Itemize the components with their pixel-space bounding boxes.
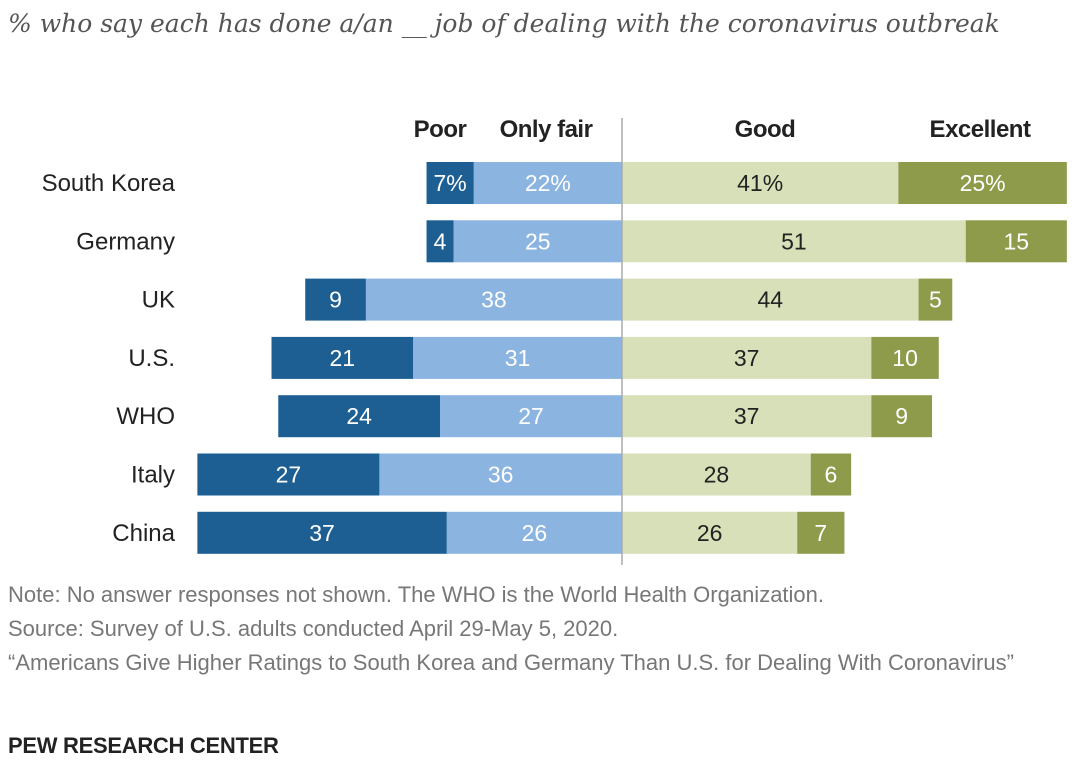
notes: Note: No answer responses not shown. The… [8, 578, 1068, 680]
data-label: 25 [525, 228, 551, 254]
data-label: 21 [329, 345, 355, 371]
data-label: 26 [522, 520, 548, 546]
bar-only-fair [413, 336, 622, 379]
bar-good [622, 336, 872, 379]
data-label: 9 [329, 287, 342, 313]
bar-good [622, 220, 966, 263]
data-label: 10 [892, 345, 918, 371]
legend-good: Good [734, 116, 796, 143]
diverging-bar-chart: South Korea 22% 7% 41% 25% Germany 25 4 51 15 UK 38… [42, 118, 1067, 565]
data-label: 38 [481, 287, 507, 313]
bar-good [622, 453, 811, 496]
bar-only-fair [473, 162, 622, 204]
data-label: 26 [697, 520, 723, 546]
data-label: 22% [525, 170, 571, 196]
bar-excellent [797, 511, 845, 554]
data-label: 37 [309, 520, 335, 546]
data-label: 44 [757, 287, 783, 313]
data-label: 7 [814, 520, 827, 546]
data-label: 37 [734, 345, 760, 371]
data-label: 27 [276, 462, 302, 488]
bar-poor [426, 220, 454, 263]
category-label: South Korea [42, 170, 176, 197]
chart-title: % who say each has done a/an __ job of d… [8, 9, 1000, 38]
bar-poor [197, 453, 380, 496]
bar-good [622, 162, 899, 204]
bar-good [622, 511, 798, 554]
bar-poor [271, 336, 414, 379]
data-label: 15 [1003, 228, 1029, 254]
note-text: Note: No answer responses not shown. The… [8, 582, 825, 607]
data-label: 37 [734, 403, 760, 429]
bar-good [622, 395, 872, 438]
category-label: UK [142, 287, 175, 314]
bar-poor [278, 395, 441, 438]
bar-excellent [871, 336, 939, 379]
bar-only-fair [440, 395, 622, 438]
bar-poor [197, 511, 447, 554]
bar-poor [426, 162, 474, 204]
data-label: 24 [346, 403, 372, 429]
bar-poor [305, 278, 366, 321]
bar-excellent [965, 220, 1067, 263]
data-label: 27 [518, 403, 544, 429]
source-text: Source: Survey of U.S. adults conducted … [8, 616, 619, 641]
pew-logo-text: PEW RESEARCH CENTER [8, 733, 279, 758]
data-label: 28 [704, 462, 730, 488]
data-label: 7% [434, 170, 467, 196]
data-label: 31 [505, 345, 531, 371]
bar-only-fair [365, 278, 622, 321]
bar-good [622, 278, 919, 321]
legend-only-fair: Only fair [499, 116, 593, 143]
report-title: “Americans Give Higher Ratings to South … [8, 650, 1014, 675]
data-label: 5 [929, 287, 942, 313]
bar-only-fair [446, 511, 622, 554]
bar-excellent [898, 162, 1067, 204]
legend-excellent: Excellent [929, 116, 1031, 143]
data-label: 9 [895, 403, 908, 429]
category-label: WHO [116, 403, 175, 430]
category-label: Italy [131, 462, 175, 489]
bar-excellent [810, 453, 852, 496]
data-label: 6 [825, 462, 838, 488]
data-label: 36 [488, 462, 514, 488]
data-label: 51 [781, 228, 807, 254]
category-label: U.S. [128, 345, 175, 372]
category-label: China [112, 520, 175, 547]
bar-only-fair [379, 453, 622, 496]
bar-excellent [918, 278, 953, 321]
bar-excellent [871, 395, 933, 438]
data-label: 4 [434, 228, 447, 254]
legend-poor: Poor [413, 116, 467, 143]
category-label: Germany [76, 228, 175, 255]
bar-only-fair [453, 220, 622, 263]
data-label: 41% [737, 170, 783, 196]
data-label: 25% [960, 170, 1006, 196]
